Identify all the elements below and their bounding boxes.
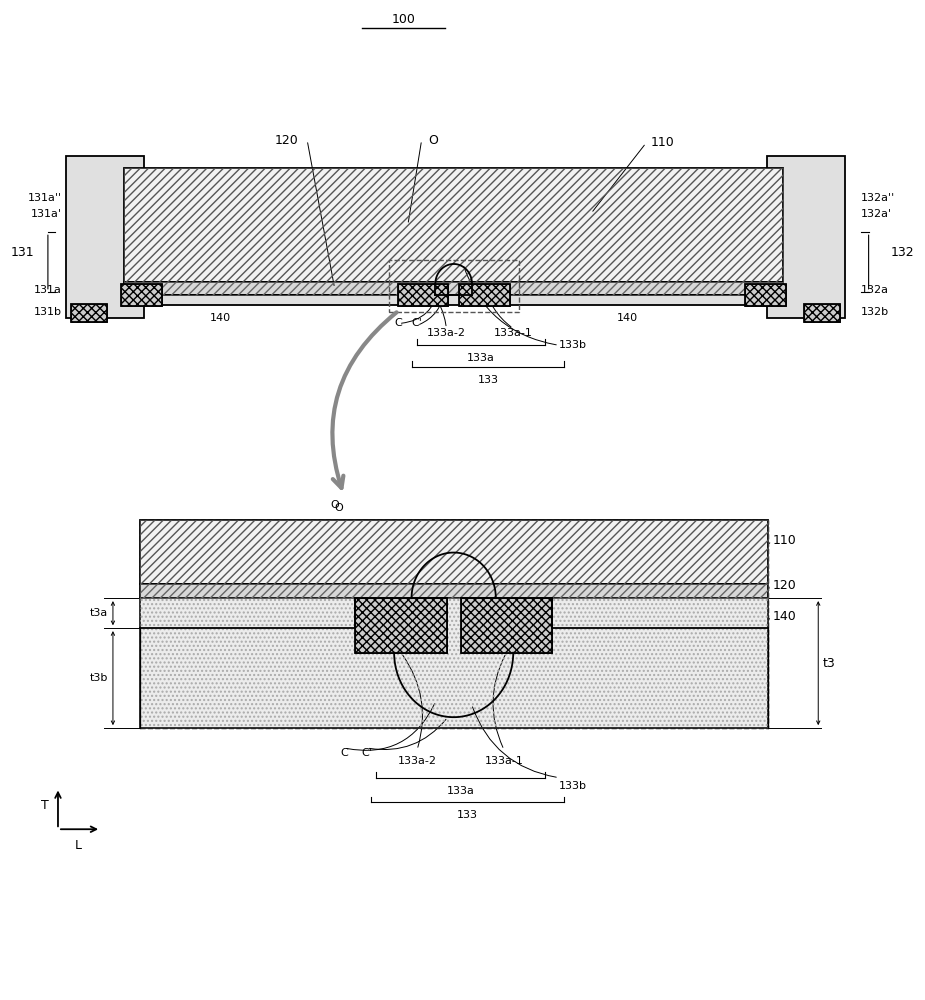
- Bar: [124, 295, 783, 305]
- Bar: [141, 584, 768, 598]
- Text: 132: 132: [891, 246, 914, 259]
- Bar: [355, 598, 447, 653]
- Bar: [804, 304, 840, 322]
- Bar: [141, 584, 768, 598]
- Text: C: C: [339, 748, 348, 758]
- Text: C: C: [395, 318, 402, 328]
- Text: 133: 133: [477, 375, 499, 385]
- Text: 120: 120: [772, 579, 796, 592]
- Text: T: T: [41, 799, 49, 812]
- Text: C': C': [412, 318, 423, 328]
- Text: 131b: 131b: [33, 307, 62, 317]
- Text: 132a: 132a: [861, 285, 889, 295]
- Bar: [124, 282, 783, 295]
- Text: 133a: 133a: [467, 353, 495, 363]
- Bar: [745, 284, 786, 306]
- Bar: [121, 284, 163, 306]
- Bar: [141, 520, 768, 584]
- Text: 140: 140: [617, 313, 638, 323]
- Text: 133b: 133b: [559, 781, 587, 791]
- Text: O: O: [335, 503, 343, 513]
- Bar: [71, 304, 107, 322]
- Bar: [461, 598, 552, 653]
- Text: t3a: t3a: [90, 608, 108, 618]
- Bar: [141, 520, 768, 584]
- Text: 120: 120: [274, 134, 298, 147]
- Text: 133a-2: 133a-2: [426, 328, 466, 338]
- Text: t1: t1: [123, 290, 134, 300]
- Text: t2: t2: [773, 290, 784, 300]
- Bar: [398, 284, 449, 306]
- Bar: [388, 260, 519, 312]
- Text: 132a': 132a': [861, 209, 893, 219]
- Bar: [141, 598, 768, 728]
- Bar: [355, 598, 447, 653]
- Text: 132b: 132b: [861, 307, 890, 317]
- Bar: [121, 284, 163, 306]
- Bar: [398, 284, 449, 306]
- Bar: [71, 304, 107, 322]
- Bar: [745, 284, 786, 306]
- Text: 133a: 133a: [447, 786, 475, 796]
- Text: 133: 133: [457, 810, 478, 820]
- Bar: [124, 282, 783, 295]
- Text: O: O: [428, 134, 438, 147]
- Text: 132a'': 132a'': [861, 193, 895, 203]
- Text: 110: 110: [772, 534, 796, 547]
- Text: 131: 131: [10, 246, 34, 259]
- Text: 131a'': 131a'': [28, 193, 62, 203]
- Bar: [461, 598, 552, 653]
- Bar: [804, 304, 840, 322]
- Text: O: O: [330, 500, 339, 510]
- Text: 133a-1: 133a-1: [494, 328, 533, 338]
- Bar: [124, 168, 783, 282]
- Bar: [459, 284, 510, 306]
- Bar: [67, 156, 144, 318]
- Bar: [459, 284, 510, 306]
- Text: 133a-1: 133a-1: [485, 756, 524, 766]
- Text: 131a: 131a: [34, 285, 62, 295]
- Text: 131a': 131a': [31, 209, 62, 219]
- Bar: [767, 156, 845, 318]
- Text: L: L: [75, 839, 81, 852]
- Text: 133a-2: 133a-2: [398, 756, 437, 766]
- Text: 140: 140: [210, 313, 230, 323]
- Bar: [141, 520, 768, 728]
- Text: C': C': [362, 748, 372, 758]
- Bar: [141, 598, 768, 728]
- Text: t3: t3: [823, 657, 835, 670]
- Text: t3b: t3b: [90, 673, 108, 683]
- Text: 133b: 133b: [559, 340, 587, 350]
- Bar: [124, 168, 783, 282]
- Text: 140: 140: [772, 610, 796, 623]
- Text: 110: 110: [650, 136, 674, 149]
- Text: 100: 100: [391, 13, 415, 26]
